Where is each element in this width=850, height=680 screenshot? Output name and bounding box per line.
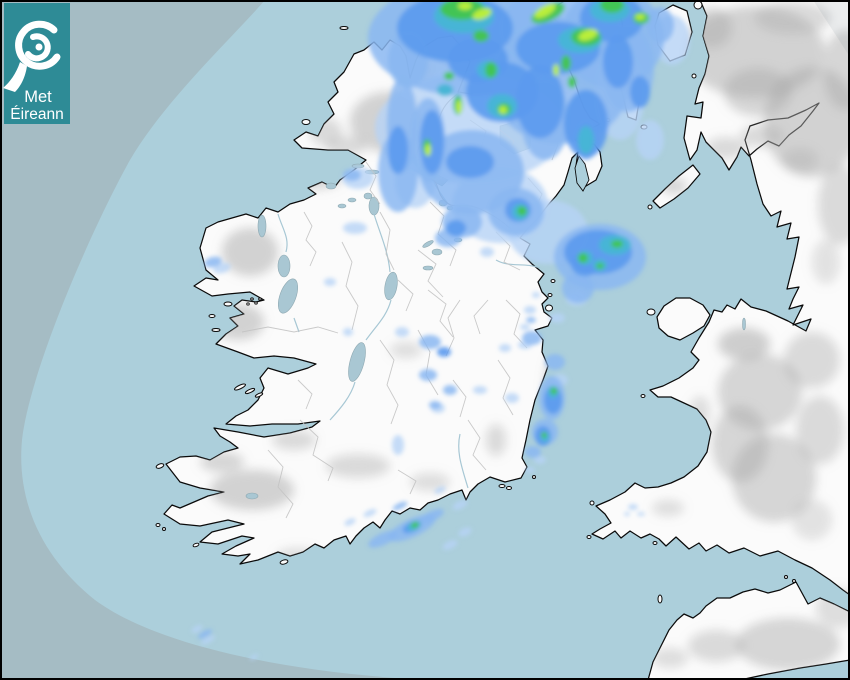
met-eireann-spiral-icon — [3, 20, 61, 92]
precipitation-radar-layer — [191, 0, 690, 661]
radar-seam — [813, 0, 850, 57]
river-shannon — [373, 213, 391, 273]
logo-text-eireann: Éireann — [10, 106, 63, 123]
met-eireann-logo: Met Éireann — [3, 3, 70, 124]
terrain-relief-shading — [200, 2, 850, 670]
strangford-lough — [574, 155, 590, 192]
logo-text-met: Met — [24, 88, 52, 106]
